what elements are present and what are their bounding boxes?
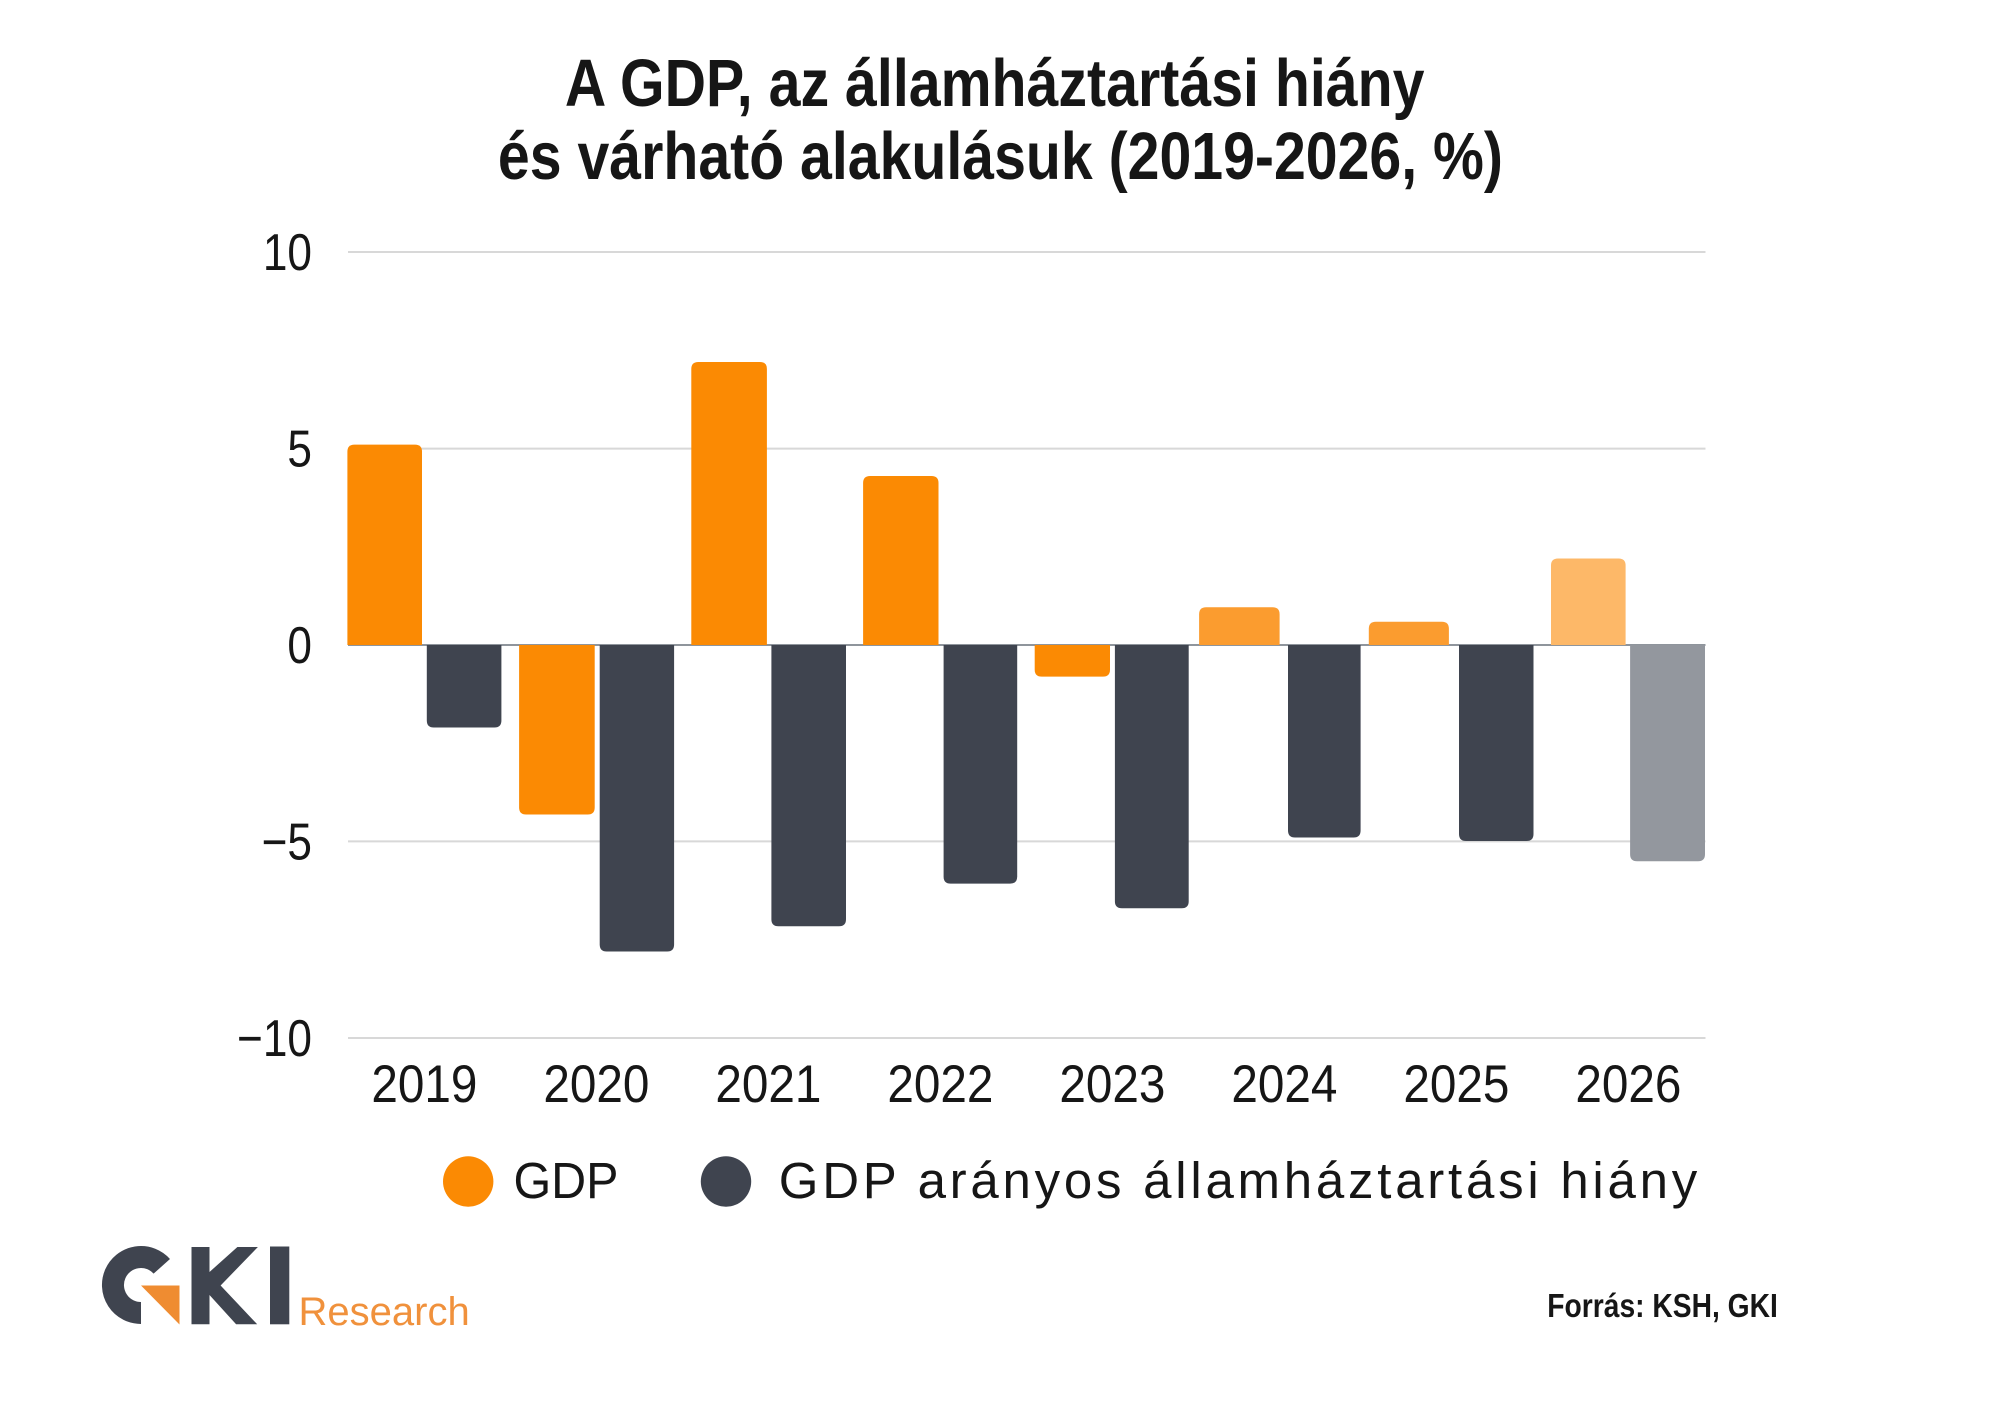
svg-text:2026: 2026 [1575, 1054, 1681, 1114]
svg-text:GDP arányos államháztartási hi: GDP arányos államháztartási hiány [779, 1152, 1701, 1209]
svg-text:Forrás: KSH, GKI: Forrás: KSH, GKI [1547, 1287, 1778, 1325]
svg-text:2022: 2022 [887, 1054, 993, 1114]
svg-text:2021: 2021 [715, 1054, 821, 1114]
svg-text:Research: Research [299, 1290, 470, 1334]
svg-text:2025: 2025 [1403, 1054, 1509, 1114]
svg-text:2023: 2023 [1059, 1054, 1165, 1114]
svg-text:10: 10 [263, 224, 312, 282]
svg-text:2024: 2024 [1231, 1054, 1337, 1114]
svg-text:2019: 2019 [371, 1054, 477, 1114]
svg-text:−10: −10 [237, 1010, 312, 1068]
svg-text:2020: 2020 [543, 1054, 649, 1114]
svg-text:5: 5 [287, 420, 312, 478]
svg-text:−5: −5 [262, 813, 312, 871]
svg-text:0: 0 [287, 617, 312, 675]
svg-text:GDP: GDP [514, 1152, 619, 1209]
